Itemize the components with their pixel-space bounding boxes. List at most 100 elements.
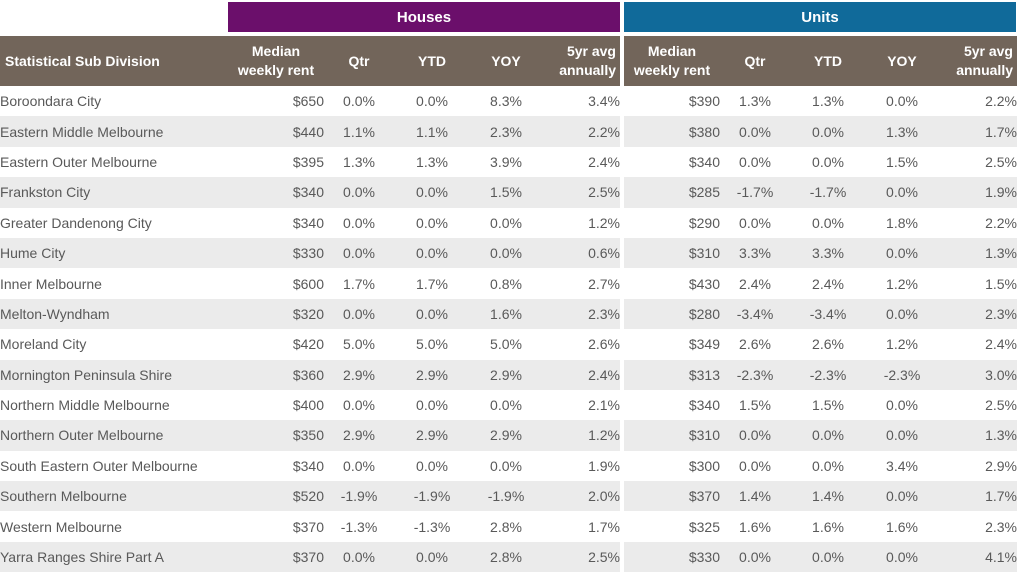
houses-ytd-cell: -1.3%	[394, 511, 470, 542]
houses-median-cell: $360	[228, 359, 324, 390]
units-median-cell: $330	[620, 541, 720, 572]
houses-median-cell: $340	[228, 207, 324, 238]
units-qtr-cell: 0.0%	[720, 450, 790, 482]
units-median-cell: $349	[620, 329, 720, 360]
table-row: Greater Dandenong City $340 0.0% 0.0% 0.0% 1.…	[0, 207, 1017, 238]
houses-yoy-cell: 2.3%	[470, 116, 542, 147]
units-5yr-cell: 2.3%	[938, 298, 1017, 330]
houses-qtr-cell: 0.0%	[324, 207, 394, 238]
division-name: Southern Melbourne	[0, 481, 228, 512]
houses-median-cell: $420	[228, 329, 324, 360]
units-ytd-cell: 1.6%	[790, 511, 866, 542]
units-5yr-cell: 1.9%	[938, 177, 1017, 208]
houses-median-cell: $600	[228, 268, 324, 299]
units-qtr-cell: 2.4%	[720, 268, 790, 299]
units-yoy-cell: 1.3%	[866, 116, 938, 147]
col-header-units-ytd: YTD	[790, 36, 866, 86]
units-median-cell: $340	[620, 146, 720, 178]
units-5yr-cell: 4.1%	[938, 541, 1017, 572]
units-median-cell: $290	[620, 207, 720, 238]
table-row: Northern Outer Melbourne $350 2.9% 2.9% 2.9%…	[0, 420, 1017, 451]
units-ytd-cell: 0.0%	[790, 207, 866, 238]
division-name: Eastern Middle Melbourne	[0, 116, 228, 147]
division-name: Melton-Wyndham	[0, 298, 228, 330]
houses-median-cell: $340	[228, 450, 324, 482]
houses-yoy-cell: 0.8%	[470, 268, 542, 299]
houses-ytd-cell: 0.0%	[394, 86, 470, 117]
table-row: South Eastern Outer Melbourne $340 0.0% 0.0…	[0, 450, 1017, 482]
units-ytd-cell: 0.0%	[790, 146, 866, 178]
houses-ytd-cell: 0.0%	[394, 207, 470, 238]
houses-yoy-cell: 2.9%	[470, 420, 542, 451]
units-yoy-cell: -2.3%	[866, 359, 938, 390]
houses-ytd-cell: 1.1%	[394, 116, 470, 147]
houses-yoy-cell: 1.5%	[470, 177, 542, 208]
houses-group-header: Houses	[228, 2, 620, 32]
units-5yr-cell: 2.2%	[938, 86, 1017, 117]
houses-ytd-cell: 2.9%	[394, 420, 470, 451]
units-ytd-cell: 2.4%	[790, 268, 866, 299]
units-5yr-cell: 1.3%	[938, 237, 1017, 269]
division-name: Greater Dandenong City	[0, 207, 228, 238]
col-header-houses-ytd: YTD	[394, 36, 470, 86]
houses-qtr-cell: 0.0%	[324, 450, 394, 482]
houses-5yr-cell: 2.4%	[542, 359, 620, 390]
table-row: Melton-Wyndham $320 0.0% 0.0% 1.6% 2.3% $280 -3…	[0, 298, 1017, 330]
table-row: Mornington Peninsula Shire $360 2.9% 2.9% 2.…	[0, 359, 1017, 390]
col-header-houses-yoy: YOY	[470, 36, 542, 86]
table-row: Boroondara City $650 0.0% 0.0% 8.3% 3.4% $390 1…	[0, 86, 1017, 117]
houses-ytd-cell: -1.9%	[394, 481, 470, 512]
houses-5yr-cell: 2.6%	[542, 329, 620, 360]
houses-ytd-cell: 0.0%	[394, 177, 470, 208]
units-ytd-cell: 0.0%	[790, 116, 866, 147]
division-name: Inner Melbourne	[0, 268, 228, 299]
houses-ytd-cell: 0.0%	[394, 237, 470, 269]
units-5yr-cell: 2.3%	[938, 511, 1017, 542]
houses-ytd-cell: 2.9%	[394, 359, 470, 390]
col-header-units-yoy: YOY	[866, 36, 938, 86]
units-5yr-cell: 1.5%	[938, 268, 1017, 299]
houses-yoy-cell: 5.0%	[470, 329, 542, 360]
division-name: Yarra Ranges Shire Part A	[0, 541, 228, 572]
units-ytd-cell: 1.4%	[790, 481, 866, 512]
units-yoy-cell: 0.0%	[866, 481, 938, 512]
houses-5yr-cell: 2.2%	[542, 116, 620, 147]
units-median-cell: $370	[620, 481, 720, 512]
units-median-cell: $325	[620, 511, 720, 542]
units-ytd-cell: 2.6%	[790, 329, 866, 360]
houses-5yr-cell: 0.6%	[542, 237, 620, 269]
units-ytd-cell: 0.0%	[790, 450, 866, 482]
units-yoy-cell: 0.0%	[866, 389, 938, 421]
table-row: Inner Melbourne $600 1.7% 1.7% 0.8% 2.7% $430 2…	[0, 268, 1017, 299]
units-median-cell: $380	[620, 116, 720, 147]
units-5yr-cell: 1.7%	[938, 116, 1017, 147]
houses-median-cell: $350	[228, 420, 324, 451]
houses-ytd-cell: 0.0%	[394, 298, 470, 330]
units-qtr-cell: 1.6%	[720, 511, 790, 542]
units-qtr-cell: 0.0%	[720, 207, 790, 238]
units-group-header: Units	[624, 2, 1016, 32]
houses-5yr-cell: 2.1%	[542, 389, 620, 421]
units-yoy-cell: 0.0%	[866, 177, 938, 208]
units-qtr-cell: 2.6%	[720, 329, 790, 360]
header-row: Statistical Sub Division Median weekly re…	[0, 36, 1017, 86]
units-yoy-cell: 0.0%	[866, 420, 938, 451]
houses-qtr-cell: 1.3%	[324, 146, 394, 178]
houses-median-cell: $370	[228, 511, 324, 542]
houses-5yr-cell: 1.7%	[542, 511, 620, 542]
units-yoy-cell: 0.0%	[866, 541, 938, 572]
units-median-cell: $430	[620, 268, 720, 299]
units-qtr-cell: 3.3%	[720, 237, 790, 269]
table-row: Moreland City $420 5.0% 5.0% 5.0% 2.6% $349 2.6…	[0, 329, 1017, 360]
units-ytd-cell: -3.4%	[790, 298, 866, 330]
division-name: Mornington Peninsula Shire	[0, 359, 228, 390]
col-header-houses-median: Median weekly rent	[228, 36, 324, 86]
houses-yoy-cell: 2.8%	[470, 541, 542, 572]
table-row: Eastern Middle Melbourne $440 1.1% 1.1% 2.3%…	[0, 116, 1017, 147]
houses-5yr-cell: 2.4%	[542, 146, 620, 178]
division-name: Eastern Outer Melbourne	[0, 146, 228, 178]
units-yoy-cell: 1.5%	[866, 146, 938, 178]
houses-ytd-cell: 5.0%	[394, 329, 470, 360]
table-body: Boroondara City $650 0.0% 0.0% 8.3% 3.4% $390 1…	[0, 86, 1017, 572]
units-qtr-cell: -1.7%	[720, 177, 790, 208]
